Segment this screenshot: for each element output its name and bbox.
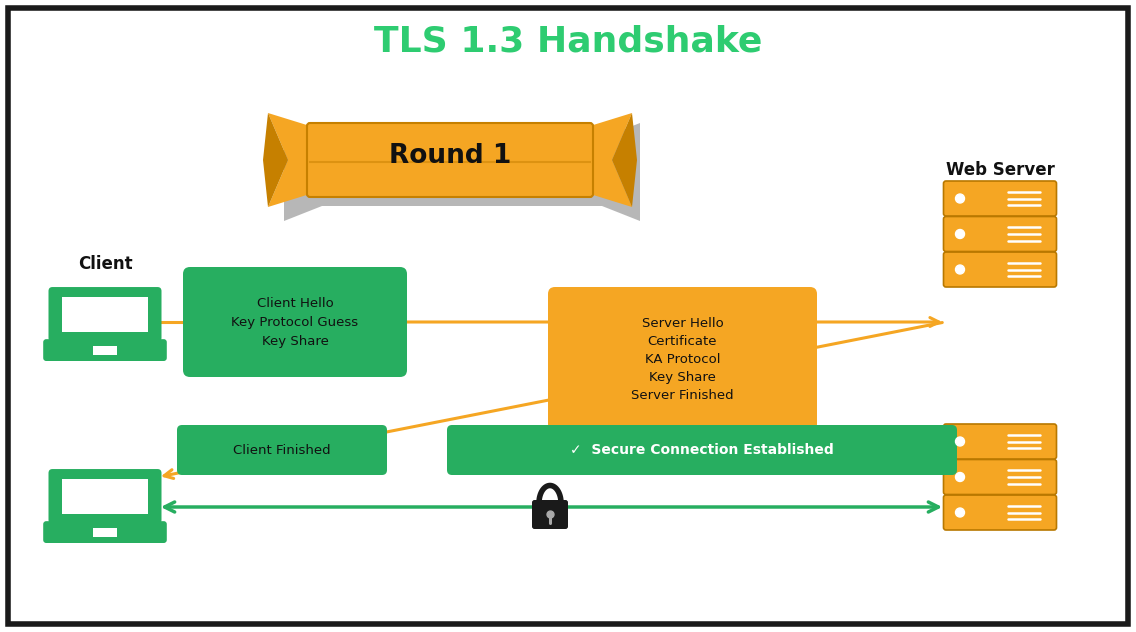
- FancyBboxPatch shape: [944, 217, 1056, 252]
- Polygon shape: [284, 123, 640, 221]
- FancyBboxPatch shape: [532, 500, 568, 529]
- Bar: [62, 296, 148, 332]
- Circle shape: [955, 437, 964, 446]
- Text: Round 1: Round 1: [389, 143, 511, 169]
- FancyBboxPatch shape: [49, 469, 161, 524]
- Circle shape: [955, 265, 964, 274]
- FancyBboxPatch shape: [944, 424, 1056, 459]
- Text: Client: Client: [77, 255, 132, 273]
- Circle shape: [955, 229, 964, 238]
- Bar: [93, 528, 117, 537]
- Text: Web Server: Web Server: [945, 161, 1054, 179]
- FancyBboxPatch shape: [177, 425, 387, 475]
- FancyBboxPatch shape: [43, 339, 167, 361]
- Text: Client Hello
Key Protocol Guess
Key Share: Client Hello Key Protocol Guess Key Shar…: [232, 296, 359, 348]
- FancyBboxPatch shape: [446, 425, 957, 475]
- FancyBboxPatch shape: [944, 459, 1056, 494]
- FancyBboxPatch shape: [944, 252, 1056, 287]
- Text: Server Hello
Certificate
KA Protocol
Key Share
Server Finished: Server Hello Certificate KA Protocol Key…: [632, 317, 734, 401]
- Text: TLS 1.3 Handshake: TLS 1.3 Handshake: [374, 25, 762, 59]
- Circle shape: [955, 194, 964, 203]
- Polygon shape: [612, 113, 637, 207]
- Polygon shape: [268, 113, 310, 207]
- FancyBboxPatch shape: [49, 287, 161, 342]
- FancyBboxPatch shape: [548, 287, 817, 431]
- FancyBboxPatch shape: [944, 495, 1056, 530]
- Bar: [62, 478, 148, 514]
- Bar: [93, 346, 117, 355]
- FancyBboxPatch shape: [43, 521, 167, 543]
- Polygon shape: [264, 113, 289, 207]
- FancyBboxPatch shape: [183, 267, 407, 377]
- Polygon shape: [590, 113, 632, 207]
- Text: ✓  Secure Connection Established: ✓ Secure Connection Established: [570, 443, 834, 457]
- FancyBboxPatch shape: [307, 123, 593, 197]
- FancyBboxPatch shape: [944, 181, 1056, 216]
- Circle shape: [955, 473, 964, 482]
- Circle shape: [955, 508, 964, 517]
- Text: Client Finished: Client Finished: [233, 444, 331, 456]
